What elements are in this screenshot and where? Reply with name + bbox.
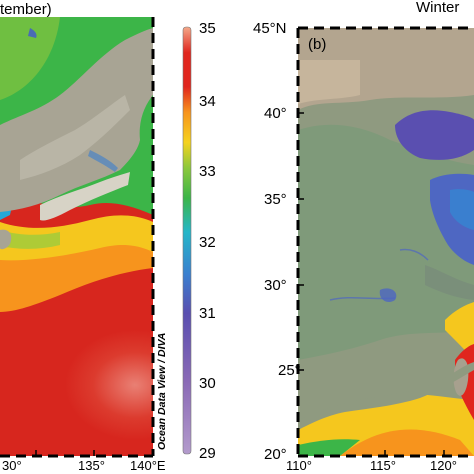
panel-b-label: (b) [308,36,327,53]
panel-a-x-tick-2: 135° [78,458,105,473]
odv-credit: Ocean Data View / DIVA [156,332,168,450]
panel-a-x-tick-1: 30° [2,458,22,473]
colorbar-tick-33: 33 [199,163,216,180]
colorbar [182,26,192,455]
colorbar-tick-34: 34 [199,93,216,110]
colorbar-tick-30: 30 [199,375,216,392]
colorbar-tick-35: 35 [199,20,216,37]
colorbar-tick-29: 29 [199,445,216,462]
panel-b-map [298,28,474,456]
panel-b-y-tick-45: 45°N [253,20,287,37]
panel-a-map [0,17,153,456]
panel-b-y-tick-35: 35° [264,191,287,208]
panel-b-x-tick-110: 110° [286,458,312,473]
panel-b-y-tick-40: 40° [264,105,287,122]
colorbar-tick-31: 31 [199,305,216,322]
panel-b-x-tick-120: 120° [430,458,457,473]
panel-a-x-tick-3: 140°E [130,458,166,473]
panel-b-x-tick-115: 115° [370,458,396,473]
panel-b-y-tick-30: 30° [264,277,287,294]
colorbar-tick-32: 32 [199,234,216,251]
panel-b-y-tick-20: 20° [264,446,287,463]
panel-b-y-tick-25: 25° [278,362,301,379]
panel-a-title: tember) [0,1,52,18]
panel-b-season: Winter [416,0,460,16]
